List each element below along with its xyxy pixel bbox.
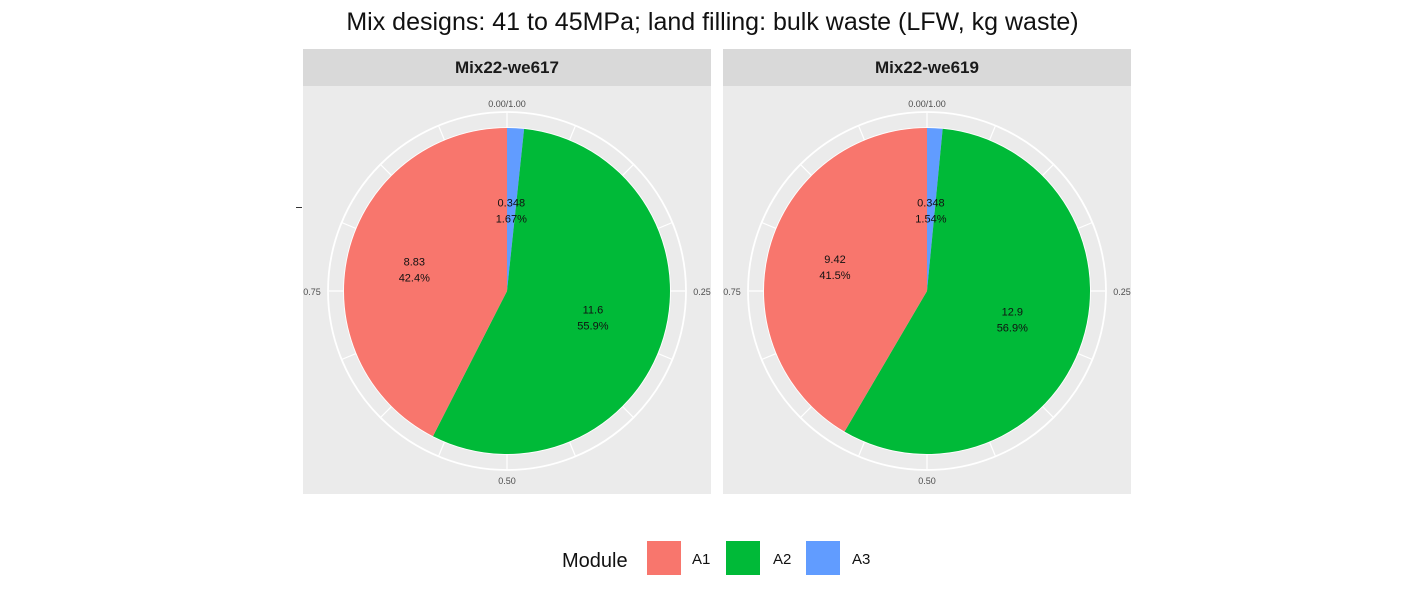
pie-slice-a2 xyxy=(432,128,670,454)
grid-ring xyxy=(327,111,687,471)
legend-label-a3: A3 xyxy=(852,551,871,568)
angular-tick-label: 0.50 xyxy=(918,476,936,486)
legend-title: Module xyxy=(562,550,628,572)
legend-key-a1 xyxy=(647,541,681,575)
data-label-value: 0.348 xyxy=(917,198,945,210)
pie-chart-1: 8.83 42.4% 11.6 55.9% 0.348 1.67% 0.00/1.00 0.2… xyxy=(303,99,711,486)
angular-tick-label: 0.50 xyxy=(498,476,516,486)
data-label-value: 8.83 xyxy=(404,257,425,269)
pie-slice-a2 xyxy=(844,128,1091,455)
data-label-percent: 55.9% xyxy=(577,321,608,333)
legend: Module xyxy=(0,541,1425,581)
legend-key-a3 xyxy=(806,541,840,575)
data-label-percent: 1.54% xyxy=(915,214,946,226)
facet-panel-2: 9.42 41.5% 12.9 56.9% 0.348 1.54% 0.00/1.00 0.2… xyxy=(723,86,1131,494)
data-label-value: 11.6 xyxy=(583,305,604,317)
angular-tick-label: 0.25 xyxy=(1113,287,1131,297)
pie-slice-a3 xyxy=(507,128,525,291)
chart-title: Mix designs: 41 to 45MPa; land filling: … xyxy=(346,8,1079,36)
legend-label-a1: A1 xyxy=(692,551,711,568)
facet-strip-1: Mix22-we617 xyxy=(303,49,711,86)
data-label-percent: 1.67% xyxy=(496,214,527,226)
facet-panel-1: 8.83 42.4% 11.6 55.9% 0.348 1.67% 0.00/1.00 0.2… xyxy=(303,86,711,494)
data-label-percent: 41.5% xyxy=(819,270,850,282)
angular-tick-label: 0.75 xyxy=(303,287,321,297)
data-label-value: 12.9 xyxy=(1002,307,1023,319)
legend-label-a2: A2 xyxy=(773,551,792,568)
data-label-value: 9.42 xyxy=(824,254,845,266)
data-label-value: 0.348 xyxy=(498,198,526,210)
data-label-percent: 42.4% xyxy=(399,273,430,285)
pie-slice-a3 xyxy=(927,128,943,291)
facet-strip-2: Mix22-we619 xyxy=(723,49,1131,86)
pie-slice-a1 xyxy=(343,128,507,437)
angular-tick-label: 0.25 xyxy=(693,287,711,297)
legend-key-a2 xyxy=(726,541,760,575)
angular-tick-label: 0.00/1.00 xyxy=(908,99,946,109)
angular-tick-label: 0.75 xyxy=(723,287,741,297)
angular-tick-label: 0.00/1.00 xyxy=(488,99,526,109)
axis-tick-mark xyxy=(296,207,302,208)
pie-slice-a1 xyxy=(764,128,927,432)
pie-chart-2: 9.42 41.5% 12.9 56.9% 0.348 1.54% 0.00/1.00 0.2… xyxy=(723,99,1131,486)
grid-ring xyxy=(747,111,1107,471)
data-label-percent: 56.9% xyxy=(997,323,1028,335)
